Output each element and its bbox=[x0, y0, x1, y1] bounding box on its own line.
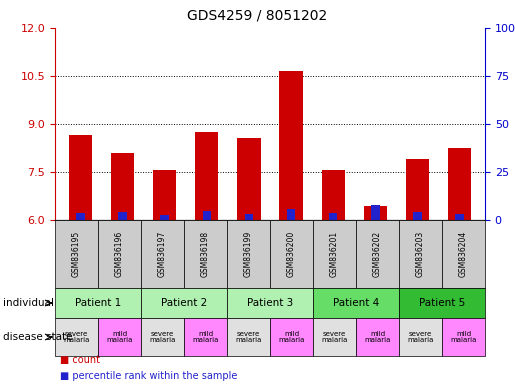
Bar bbox=[153, 170, 176, 220]
Text: GSM836203: GSM836203 bbox=[416, 231, 425, 277]
Text: Patient 1: Patient 1 bbox=[75, 298, 121, 308]
Text: Patient 4: Patient 4 bbox=[333, 298, 379, 308]
Text: GDS4259 / 8051202: GDS4259 / 8051202 bbox=[187, 8, 328, 22]
Text: disease state: disease state bbox=[3, 332, 72, 342]
Text: Patient 2: Patient 2 bbox=[161, 298, 207, 308]
Bar bbox=[364, 205, 387, 220]
Text: GSM836200: GSM836200 bbox=[287, 231, 296, 277]
Bar bbox=[237, 138, 261, 220]
Text: mild
malaria: mild malaria bbox=[278, 331, 305, 344]
Text: GSM836199: GSM836199 bbox=[244, 231, 253, 277]
Bar bbox=[448, 148, 471, 220]
Text: severe
malaria: severe malaria bbox=[235, 331, 262, 344]
Text: individual: individual bbox=[3, 298, 54, 308]
Bar bbox=[371, 205, 380, 220]
Text: GSM836195: GSM836195 bbox=[72, 231, 81, 277]
Text: GSM836197: GSM836197 bbox=[158, 231, 167, 277]
Bar bbox=[195, 132, 218, 220]
Bar bbox=[111, 153, 134, 220]
Bar bbox=[280, 71, 303, 220]
Bar bbox=[414, 212, 422, 220]
Text: ■ percentile rank within the sample: ■ percentile rank within the sample bbox=[60, 371, 237, 381]
Bar bbox=[202, 211, 211, 220]
Bar bbox=[287, 209, 295, 220]
Text: mild
malaria: mild malaria bbox=[450, 331, 477, 344]
Text: GSM836202: GSM836202 bbox=[373, 231, 382, 277]
Bar bbox=[118, 212, 127, 220]
Text: GSM836204: GSM836204 bbox=[459, 231, 468, 277]
Text: severe
malaria: severe malaria bbox=[321, 331, 348, 344]
Bar bbox=[68, 135, 92, 220]
Bar bbox=[406, 159, 429, 220]
Text: severe
malaria: severe malaria bbox=[63, 331, 90, 344]
Text: severe
malaria: severe malaria bbox=[149, 331, 176, 344]
Bar bbox=[322, 170, 345, 220]
Text: severe
malaria: severe malaria bbox=[407, 331, 434, 344]
Bar bbox=[160, 215, 169, 220]
Bar bbox=[76, 213, 84, 220]
Text: mild
malaria: mild malaria bbox=[192, 331, 219, 344]
Text: GSM836198: GSM836198 bbox=[201, 231, 210, 277]
Text: mild
malaria: mild malaria bbox=[106, 331, 133, 344]
Text: GSM836196: GSM836196 bbox=[115, 231, 124, 277]
Text: mild
malaria: mild malaria bbox=[364, 331, 391, 344]
Text: GSM836201: GSM836201 bbox=[330, 231, 339, 277]
Bar bbox=[245, 214, 253, 220]
Bar bbox=[329, 213, 337, 220]
Text: Patient 5: Patient 5 bbox=[419, 298, 465, 308]
Text: ■ count: ■ count bbox=[60, 356, 100, 366]
Bar bbox=[455, 214, 464, 220]
Text: Patient 3: Patient 3 bbox=[247, 298, 293, 308]
